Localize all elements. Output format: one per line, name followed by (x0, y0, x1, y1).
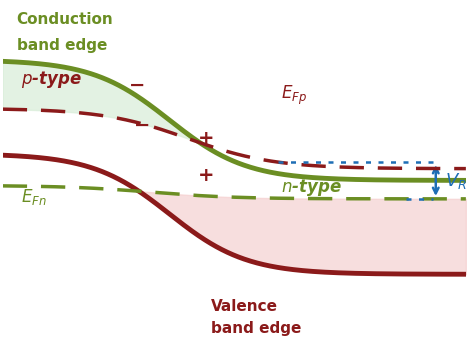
Text: band edge: band edge (211, 321, 301, 336)
Text: $V_R$: $V_R$ (445, 171, 467, 191)
Text: $n$-type: $n$-type (281, 177, 341, 198)
Text: Conduction: Conduction (17, 12, 113, 27)
Text: $E_{Fn}$: $E_{Fn}$ (21, 187, 47, 207)
Text: $p$-type: $p$-type (21, 69, 82, 90)
Text: −: − (134, 116, 150, 135)
Text: $E_{Fp}$: $E_{Fp}$ (281, 83, 307, 107)
Text: +: + (198, 166, 215, 185)
Text: +: + (198, 129, 215, 148)
Text: Valence: Valence (211, 299, 278, 314)
Text: band edge: band edge (17, 38, 107, 53)
Text: −: − (129, 75, 145, 94)
